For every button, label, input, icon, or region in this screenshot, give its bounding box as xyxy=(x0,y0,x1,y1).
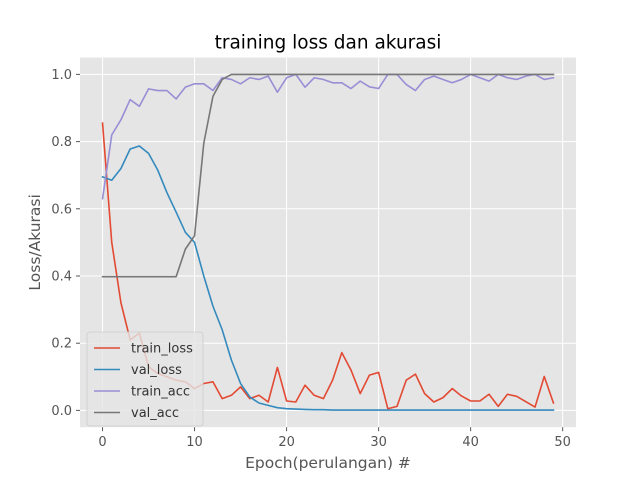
legend-label-val-loss: val_loss xyxy=(131,363,182,378)
x-tick-label: 40 xyxy=(462,435,479,450)
y-tick-label: 0.0 xyxy=(51,404,72,419)
y-axis-label: Loss/Akurasi xyxy=(26,194,44,290)
x-tick-label: 0 xyxy=(98,435,106,450)
legend-box xyxy=(86,331,204,427)
x-tick-label: 30 xyxy=(370,435,387,450)
legend: train_loss val_loss train_acc val_acc xyxy=(86,331,204,427)
x-axis-label: Epoch(perulangan) # xyxy=(245,454,411,472)
y-tick-label: 0.2 xyxy=(51,337,72,352)
legend-label-train-loss: train_loss xyxy=(131,342,193,357)
legend-label-val-acc: val_acc xyxy=(131,406,179,421)
y-tick-label: 0.4 xyxy=(51,270,72,285)
y-axis-ticks: 0.0 0.2 0.4 0.6 0.8 1.0 xyxy=(51,68,80,419)
chart-title: training loss dan akurasi xyxy=(215,33,442,54)
series-line-val-acc xyxy=(101,73,555,278)
y-tick-label: 0.6 xyxy=(51,202,72,217)
series-line-train-acc xyxy=(101,73,555,200)
series-line-val-loss xyxy=(101,145,555,411)
x-tick-label: 20 xyxy=(278,435,295,450)
x-tick-label: 50 xyxy=(554,435,571,450)
y-tick-label: 1.0 xyxy=(51,68,72,83)
legend-label-train-acc: train_acc xyxy=(131,385,190,400)
y-tick-label: 0.8 xyxy=(51,135,72,150)
x-tick-label: 10 xyxy=(186,435,203,450)
x-axis-ticks: 0 10 20 30 40 50 xyxy=(98,427,571,450)
